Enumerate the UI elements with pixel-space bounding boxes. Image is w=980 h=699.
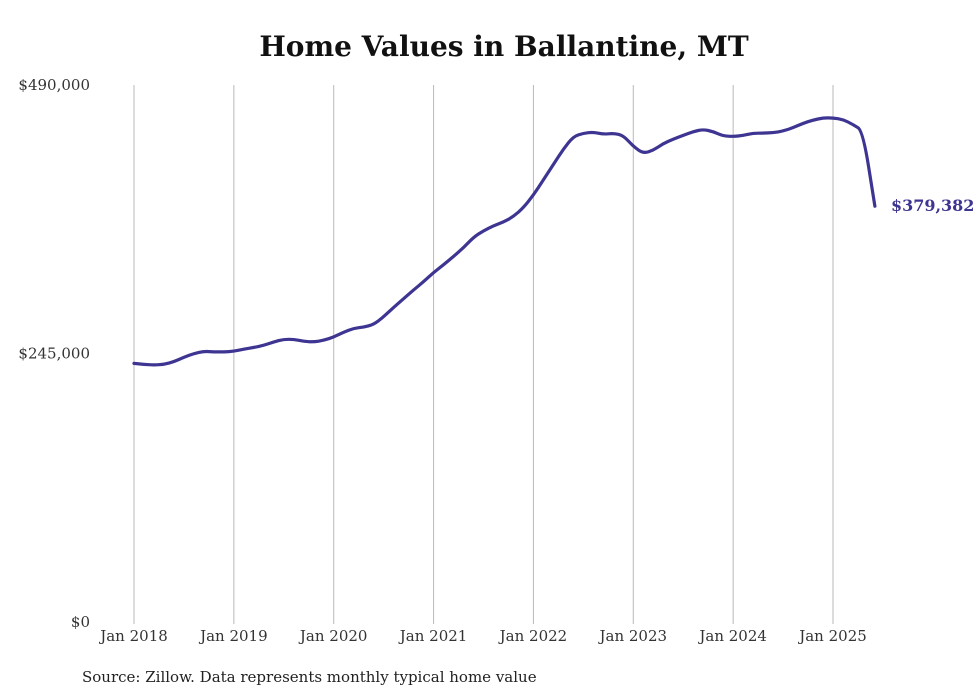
y-axis: $0 $245,000 $490,000 [18, 76, 90, 631]
x-axis: Jan 2018 Jan 2019 Jan 2020 Jan 2021 Jan 2022… [98, 627, 867, 645]
x-tick-label: Jan 2019 [198, 627, 268, 645]
x-tick-label: Jan 2025 [797, 627, 867, 645]
y-tick-label: $0 [71, 613, 90, 631]
x-tick-label: Jan 2023 [598, 627, 668, 645]
series-line [132, 116, 877, 367]
chart-title: Home Values in Ballantine, MT [259, 30, 749, 63]
x-tick-label: Jan 2021 [398, 627, 468, 645]
x-tick-label: Jan 2020 [298, 627, 368, 645]
y-tick-label: $490,000 [18, 76, 90, 94]
grid-lines [133, 85, 834, 624]
y-tick-label: $245,000 [18, 345, 90, 363]
x-tick-label: Jan 2024 [697, 627, 767, 645]
end-value-label: $379,382 [891, 196, 975, 215]
series-layer: $379,382 [132, 116, 975, 367]
x-tick-label: Jan 2022 [498, 627, 568, 645]
source-note: Source: Zillow. Data represents monthly … [82, 668, 537, 686]
x-tick-label: Jan 2018 [98, 627, 168, 645]
